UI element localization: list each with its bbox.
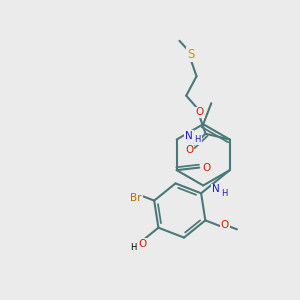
Text: O: O: [202, 163, 211, 172]
Text: O: O: [196, 107, 204, 117]
Text: O: O: [138, 239, 146, 249]
Text: S: S: [187, 48, 194, 61]
Text: H: H: [194, 135, 201, 144]
Text: O: O: [185, 145, 194, 155]
Text: N: N: [212, 184, 219, 194]
Text: H: H: [221, 189, 227, 198]
Text: O: O: [221, 220, 229, 230]
Text: N: N: [185, 130, 193, 141]
Text: H: H: [130, 244, 136, 253]
Text: Br: Br: [130, 193, 142, 203]
